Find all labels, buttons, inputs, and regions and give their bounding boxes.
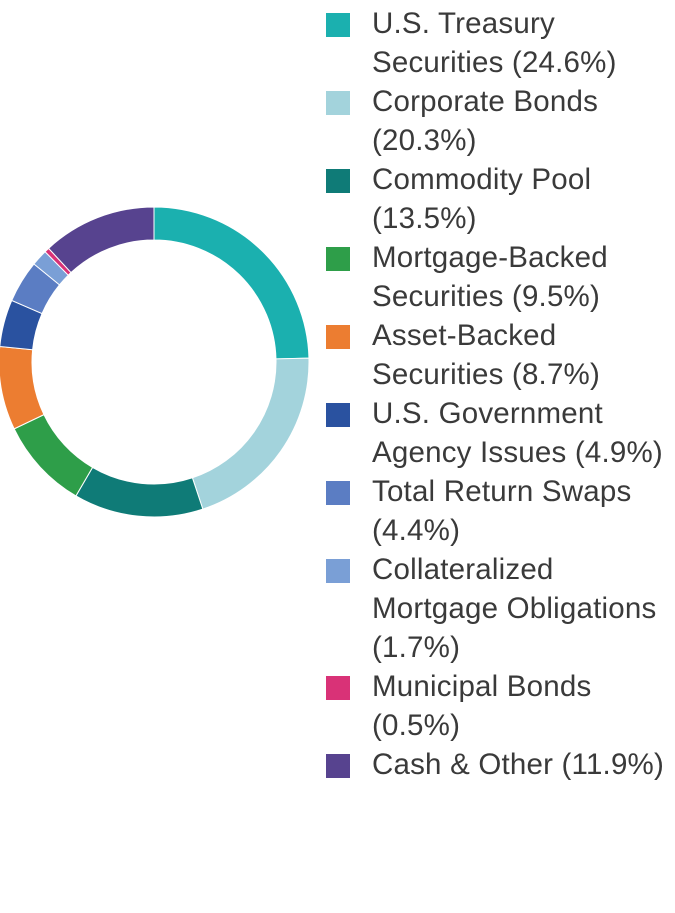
legend-label: Collateralized Mortgage Obligations (1.7…: [372, 553, 657, 664]
legend-swatch: [326, 676, 350, 700]
legend-swatch: [326, 325, 350, 349]
legend-label: Municipal Bonds (0.5%): [372, 670, 592, 742]
donut-slice-mortgage-backed-securities: [13, 413, 94, 497]
legend-item-collateralized-mortgage-obligations: Collateralized Mortgage Obligations (1.7…: [326, 550, 675, 667]
legend-label: Total Return Swaps (4.4%): [372, 475, 632, 547]
legend-item-commodity-pool: Commodity Pool (13.5%): [326, 160, 675, 238]
donut-slice-asset-backed-securities: [0, 345, 45, 430]
legend-swatch: [326, 481, 350, 505]
legend-label: Mortgage-Backed Securities (9.5%): [372, 241, 608, 313]
legend-item-municipal-bonds: Municipal Bonds (0.5%): [326, 667, 675, 745]
legend-swatch: [326, 247, 350, 271]
donut-slice-commodity-pool: [75, 466, 204, 518]
legend-swatch: [326, 559, 350, 583]
legend-label: U.S. Government Agency Issues (4.9%): [372, 397, 663, 469]
legend-label: Cash & Other (11.9%): [372, 748, 665, 781]
legend-item-corporate-bonds: Corporate Bonds (20.3%): [326, 82, 675, 160]
legend-label: Corporate Bonds (20.3%): [372, 85, 599, 157]
legend-swatch: [326, 403, 350, 427]
legend-label: Commodity Pool (13.5%): [372, 163, 592, 235]
legend-swatch: [326, 91, 350, 115]
legend-swatch: [326, 13, 350, 37]
legend-item-asset-backed-securities: Asset-Backed Securities (8.7%): [326, 316, 675, 394]
legend-item-cash-and-other: Cash & Other (11.9%): [326, 745, 675, 784]
legend-item-us-treasury-securities: U.S. Treasury Securities (24.6%): [326, 4, 675, 82]
legend-swatch: [326, 169, 350, 193]
legend-swatch: [326, 754, 350, 778]
legend-item-mortgage-backed-securities: Mortgage-Backed Securities (9.5%): [326, 238, 675, 316]
donut-slice-us-treasury-securities: [153, 206, 310, 360]
legend-item-total-return-swaps: Total Return Swaps (4.4%): [326, 472, 675, 550]
donut-slice-corporate-bonds: [191, 357, 310, 510]
legend-label: U.S. Treasury Securities (24.6%): [372, 7, 617, 79]
chart-legend: U.S. Treasury Securities (24.6%) Corpora…: [326, 4, 675, 784]
legend-label: Asset-Backed Securities (8.7%): [372, 319, 601, 391]
legend-item-us-government-agency-issues: U.S. Government Agency Issues (4.9%): [326, 394, 675, 472]
donut-slice-cash-and-other: [47, 206, 155, 274]
